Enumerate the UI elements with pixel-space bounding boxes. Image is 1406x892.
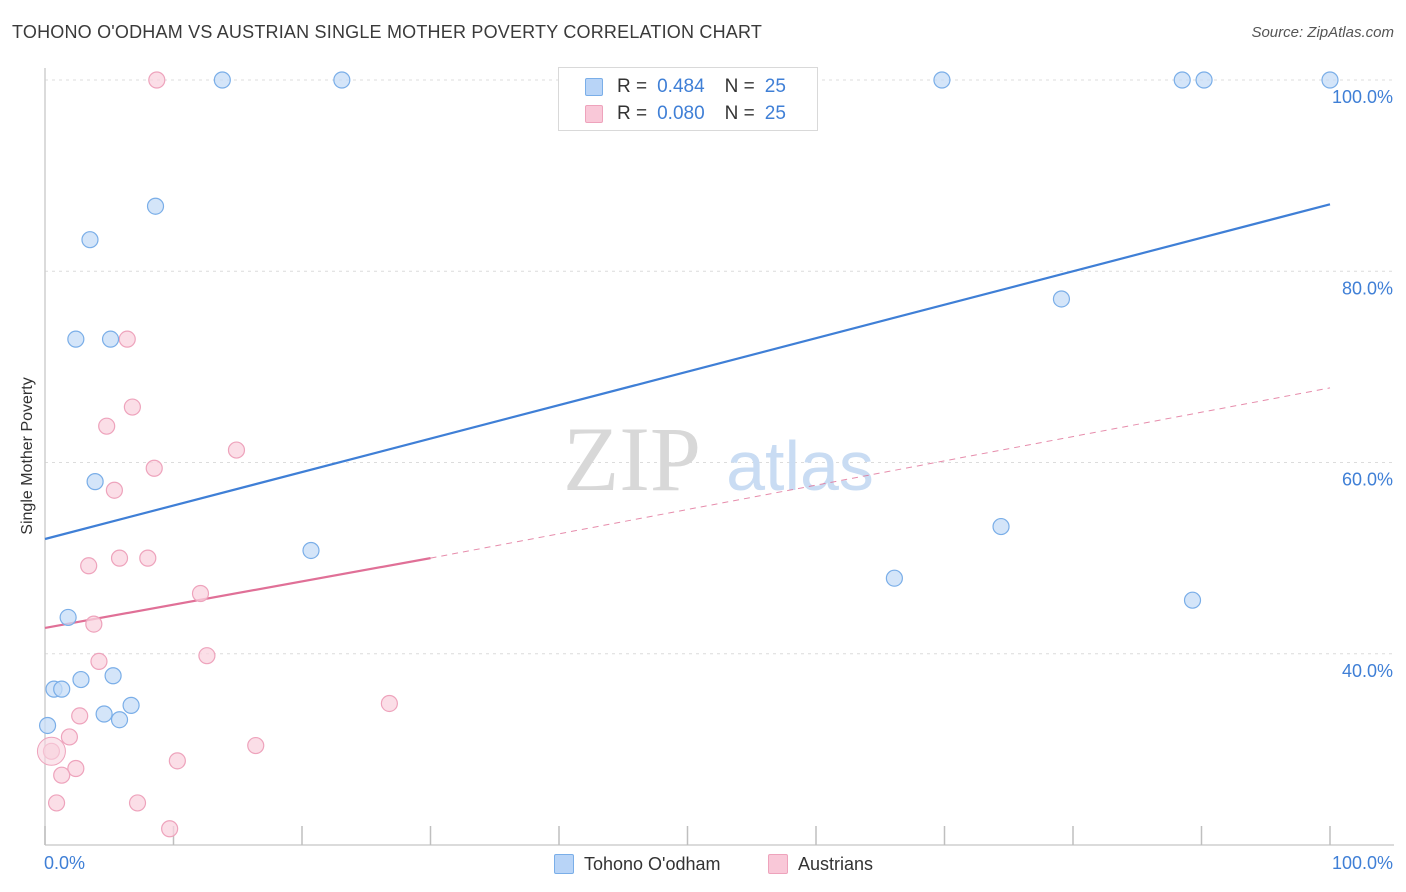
data-points [36, 71, 1339, 838]
trend-extension-austrians [430, 387, 1331, 559]
point-tohono [38, 716, 57, 735]
r-label: R = [617, 103, 648, 124]
point-austrians [90, 652, 108, 671]
point-tohono [1195, 71, 1213, 89]
n-label: N = [724, 103, 755, 124]
r-value: 0.484 [657, 76, 705, 97]
point-austrians [247, 736, 265, 755]
point-austrians [85, 615, 103, 633]
point-austrians [80, 557, 98, 575]
blue-swatch-icon [585, 78, 603, 96]
point-tohono [72, 670, 90, 689]
point-austrians [71, 707, 89, 725]
point-austrians [47, 794, 66, 812]
axes [44, 68, 1394, 846]
gridlines [45, 79, 1394, 655]
point-tohono [302, 541, 320, 560]
legend-item-tohono[interactable]: Tohono O'odham [554, 852, 721, 876]
point-tohono [1173, 71, 1191, 89]
point-tohono [992, 517, 1010, 536]
point-austrians [118, 330, 136, 348]
point-austrians [53, 766, 71, 784]
trend-lines [44, 203, 1331, 630]
point-austrians [380, 694, 398, 713]
watermark-atlas: atlas [726, 427, 874, 505]
stats-legend-row-blue: R = 0.484 N = 25 [585, 75, 786, 99]
pink-swatch-icon [768, 854, 788, 874]
point-tohono [333, 71, 351, 89]
trend-line-tohono [44, 203, 1331, 541]
point-austrians [168, 752, 186, 770]
blue-swatch-icon [554, 854, 574, 874]
point-austrians [227, 441, 246, 459]
point-austrians [139, 549, 157, 567]
x-tick-label: 0.0% [44, 853, 85, 873]
point-tohono [122, 696, 140, 714]
point-austrians [148, 71, 166, 89]
watermark: ZIP atlas [563, 408, 874, 510]
point-tohono [146, 197, 165, 215]
x-tick-label: 100.0% [1332, 853, 1393, 873]
r-value: 0.080 [657, 103, 705, 124]
y-tick-label: 100.0% [1332, 87, 1393, 107]
tick-labels: 40.0% 60.0% 80.0% 100.0% 0.0% 100.0% [44, 87, 1393, 873]
y-tick-label: 40.0% [1342, 661, 1393, 681]
r-label: R = [617, 76, 648, 97]
stats-legend: R = 0.484 N = 25 R = 0.080 N = 25 [558, 67, 818, 131]
legend-item-austrians[interactable]: Austrians [768, 852, 873, 876]
watermark-zip: ZIP [563, 408, 701, 510]
point-tohono [86, 473, 104, 491]
legend-label: Tohono O'odham [584, 853, 721, 874]
y-tick-label: 60.0% [1342, 470, 1393, 490]
stats-legend-row-pink: R = 0.080 N = 25 [585, 102, 786, 126]
n-value: 25 [764, 76, 786, 97]
point-austrians [110, 549, 129, 567]
point-austrians [123, 398, 141, 416]
point-austrians [191, 584, 210, 603]
n-label: N = [724, 76, 755, 97]
point-austrians [198, 647, 216, 665]
y-tick-label: 80.0% [1342, 278, 1393, 298]
point-tohono [110, 711, 129, 729]
point-tohono [104, 667, 122, 685]
n-value: 25 [764, 103, 786, 124]
point-tohono [1321, 71, 1339, 89]
trend-line-austrians [44, 557, 431, 630]
point-austrians [128, 794, 147, 812]
point-tohono [101, 330, 120, 348]
point-austrians [36, 736, 66, 766]
point-tohono [53, 680, 71, 698]
point-tohono [933, 71, 951, 89]
source-label: Source: ZipAtlas.com [1251, 24, 1394, 41]
point-austrians [98, 417, 116, 435]
point-austrians [105, 481, 123, 499]
pink-swatch-icon [585, 105, 603, 123]
point-tohono [1052, 290, 1071, 308]
point-tohono [885, 569, 903, 587]
point-austrians [161, 820, 179, 838]
chart-title: TOHONO O'ODHAM VS AUSTRIAN SINGLE MOTHER… [12, 22, 763, 42]
point-austrians [67, 759, 85, 778]
point-tohono [59, 608, 77, 627]
point-tohono [213, 71, 231, 89]
point-austrians [145, 459, 163, 477]
point-tohono [81, 231, 99, 249]
point-tohono [67, 330, 85, 348]
point-tohono [95, 705, 113, 723]
point-tohono [1183, 591, 1202, 609]
point-austrians [60, 728, 79, 746]
legend-label: Austrians [798, 853, 874, 874]
